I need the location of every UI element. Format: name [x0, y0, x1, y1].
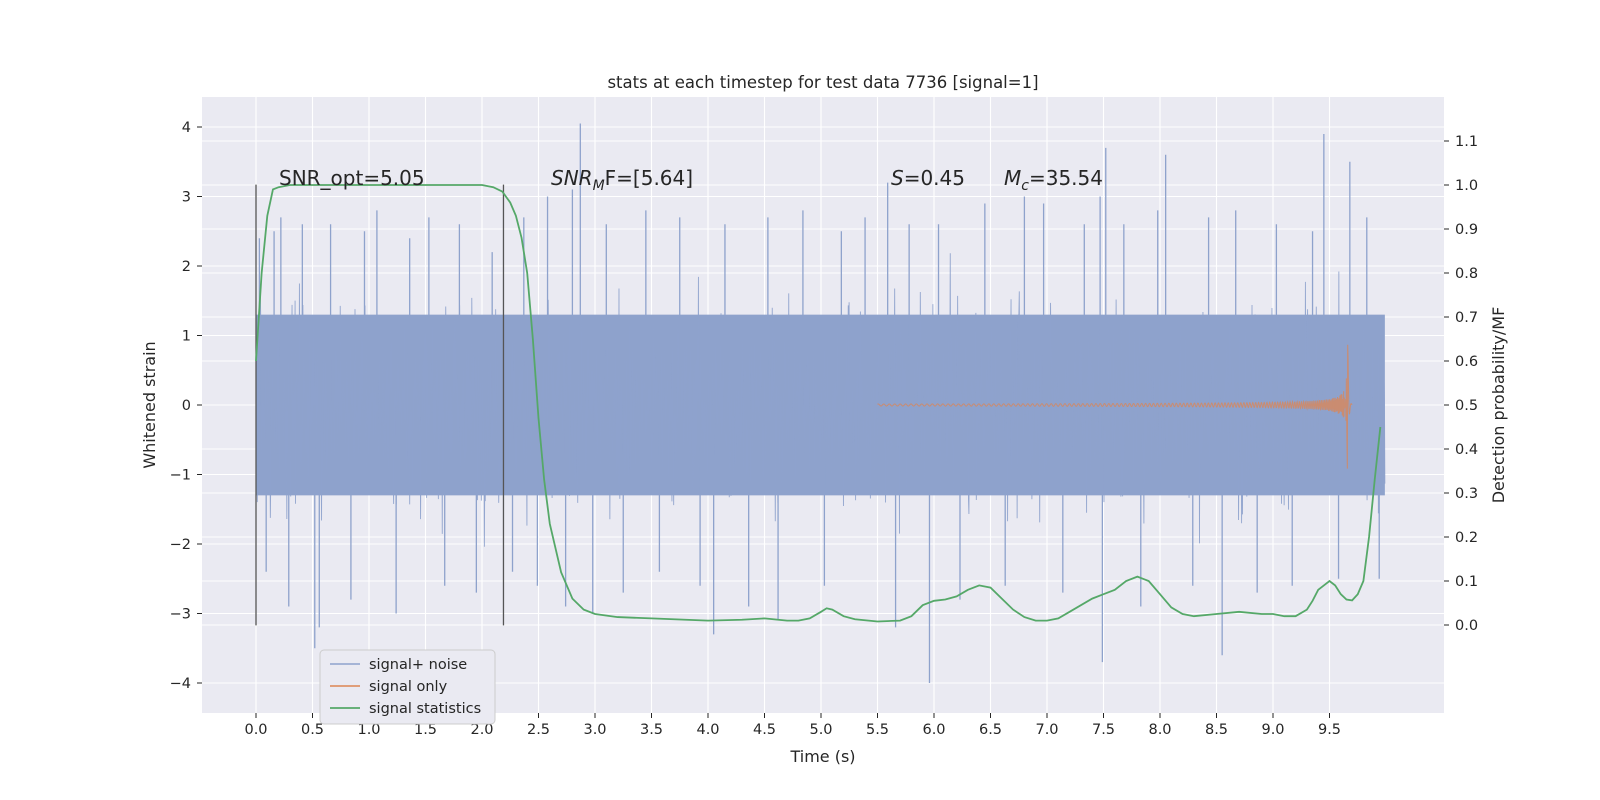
y-left-tick-label: −3: [170, 607, 191, 623]
y-right-tick-label: 0.4: [1455, 442, 1478, 458]
x-tick-label: 4.5: [753, 722, 776, 738]
x-tick-label: 2.5: [527, 722, 550, 738]
signal-trace: [877, 344, 1353, 469]
statistics-trace: [255, 184, 1382, 623]
x-tick-label: 9.5: [1318, 722, 1341, 738]
y-right-tick-label: 0.9: [1455, 222, 1478, 238]
y-left-tick-label: 2: [182, 259, 191, 275]
series-signal-statistics: [255, 184, 1382, 623]
x-tick-label: 3.0: [583, 722, 606, 738]
x-tick-label: 5.5: [866, 722, 889, 738]
y-right-tick-label: 0.2: [1455, 530, 1478, 546]
y-right-tick-label: 0.7: [1455, 310, 1478, 326]
y-right-tick-label: 0.8: [1455, 266, 1478, 282]
y-left-tick-label: 3: [182, 190, 191, 206]
x-tick-label: 5.0: [809, 722, 832, 738]
legend-box: [319, 649, 496, 725]
y-right-tick-label: 0.3: [1455, 486, 1478, 502]
annotation-s: S=0.45: [891, 166, 965, 190]
vertical-markers: [255, 184, 505, 626]
x-axis-label: Time (s): [789, 747, 855, 766]
y-left-tick-label: 1: [182, 329, 191, 345]
x-tick-label: 7.0: [1035, 722, 1058, 738]
x-tick-label: 9.0: [1261, 722, 1284, 738]
y-left-tick-label: 0: [182, 398, 191, 414]
y-left-axis-ticks: 4 3 2 1 0 −1 −2 −3 −4: [170, 120, 202, 692]
annotation-snr-mf: SNRMF=[5.64]: [551, 166, 693, 194]
y-right-axis-label: Detection probability/MF: [1489, 307, 1508, 504]
y-right-tick-label: 0.6: [1455, 354, 1478, 370]
x-tick-label: 3.5: [640, 722, 663, 738]
y-left-axis-label: Whitened strain: [140, 341, 159, 468]
legend-label-signal-only: signal only: [369, 679, 448, 695]
x-tick-label: 6.5: [979, 722, 1002, 738]
y-left-tick-label: −1: [170, 468, 191, 484]
y-right-tick-label: 0.0: [1455, 618, 1478, 634]
annotation-snr-opt: SNR_opt=5.05: [279, 166, 425, 190]
x-tick-label: 1.0: [357, 722, 380, 738]
chart-title: stats at each timestep for test data 773…: [607, 73, 1038, 92]
x-tick-label: 7.5: [1092, 722, 1115, 738]
y-right-tick-label: 0.5: [1455, 398, 1478, 414]
x-tick-label: 4.0: [696, 722, 719, 738]
y-right-tick-label: 1.1: [1455, 134, 1478, 150]
y-right-axis-ticks: 1.1 1.0 0.9 0.8 0.7 0.6 0.5 0.4 0.3 0.2 0.1 0.0: [1444, 134, 1478, 634]
y-right-tick-label: 0.1: [1455, 574, 1478, 590]
x-tick-label: 6.0: [922, 722, 945, 738]
y-right-tick-label: 1.0: [1455, 178, 1478, 194]
legend-label-signal-plus-noise: signal+ noise: [369, 657, 467, 673]
x-tick-label: 0.0: [244, 722, 267, 738]
x-tick-label: 8.5: [1205, 722, 1228, 738]
y-left-tick-label: 4: [182, 120, 191, 136]
x-tick-label: 2.0: [470, 722, 493, 738]
legend-label-signal-statistics: signal statistics: [369, 701, 481, 717]
x-tick-label: 1.5: [414, 722, 437, 738]
x-tick-label: 0.5: [301, 722, 324, 738]
series-signal-only: [877, 344, 1353, 469]
x-tick-label: 8.0: [1148, 722, 1171, 738]
y-left-tick-label: −4: [170, 676, 191, 692]
annotation-mc: Mc=35.54: [1004, 166, 1103, 194]
y-left-tick-label: −2: [170, 537, 191, 553]
legend: signal+ noise signal only signal statist…: [319, 649, 496, 725]
